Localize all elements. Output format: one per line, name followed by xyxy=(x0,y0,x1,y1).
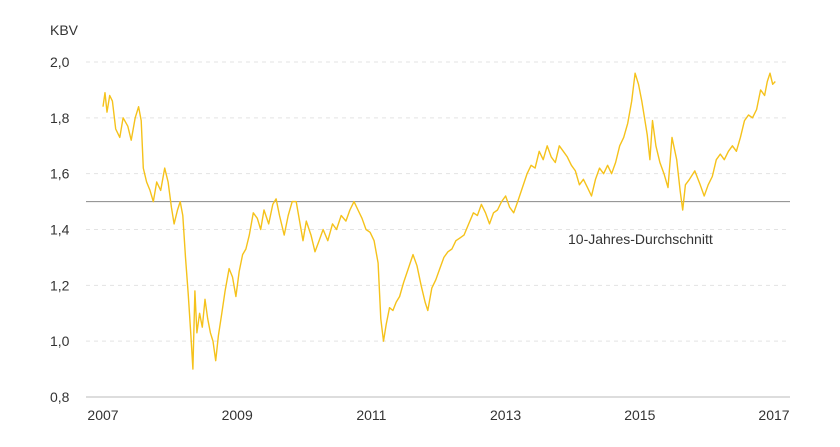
series-line-kbv xyxy=(102,72,776,370)
y-tick-label: 1,6 xyxy=(50,166,70,182)
x-tick-label: 2017 xyxy=(758,407,789,423)
x-tick-label: 2015 xyxy=(624,407,655,423)
y-tick-label: 2,0 xyxy=(50,54,70,70)
y-tick-label: 1,8 xyxy=(50,110,70,126)
y-tick-label: 0,8 xyxy=(50,389,70,405)
grid-lines xyxy=(86,61,790,342)
y-tick-labels: 0,8 1,0 1,2 1,4 1,6 1,8 2,0 xyxy=(50,54,70,405)
x-tick-label: 2009 xyxy=(222,407,253,423)
y-tick-label: 1,2 xyxy=(50,277,70,293)
x-tick-label: 2011 xyxy=(356,407,386,423)
y-tick-label: 1,4 xyxy=(50,222,70,238)
x-tick-labels: 2007 2009 2011 2013 2015 2017 xyxy=(87,407,789,423)
reference-line-label: 10-Jahres-Durchschnitt xyxy=(568,231,713,247)
y-tick-label: 1,0 xyxy=(50,333,70,349)
x-tick-label: 2013 xyxy=(490,407,521,423)
series-layer xyxy=(102,72,776,370)
x-tick-label: 2007 xyxy=(87,407,118,423)
y-axis-label: KBV xyxy=(50,22,79,38)
